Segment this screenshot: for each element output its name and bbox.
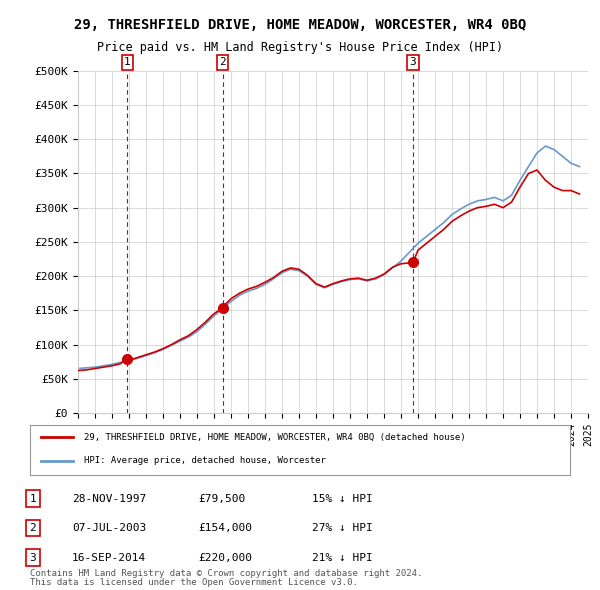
Text: This data is licensed under the Open Government Licence v3.0.: This data is licensed under the Open Gov… bbox=[30, 578, 358, 587]
Text: 2: 2 bbox=[29, 523, 37, 533]
Text: 15% ↓ HPI: 15% ↓ HPI bbox=[312, 494, 373, 503]
Text: HPI: Average price, detached house, Worcester: HPI: Average price, detached house, Worc… bbox=[84, 457, 326, 466]
Text: £220,000: £220,000 bbox=[198, 553, 252, 562]
Text: 29, THRESHFIELD DRIVE, HOME MEADOW, WORCESTER, WR4 0BQ (detached house): 29, THRESHFIELD DRIVE, HOME MEADOW, WORC… bbox=[84, 433, 466, 442]
Text: 1: 1 bbox=[29, 494, 37, 503]
Text: Contains HM Land Registry data © Crown copyright and database right 2024.: Contains HM Land Registry data © Crown c… bbox=[30, 569, 422, 578]
Text: 28-NOV-1997: 28-NOV-1997 bbox=[72, 494, 146, 503]
Text: 29, THRESHFIELD DRIVE, HOME MEADOW, WORCESTER, WR4 0BQ: 29, THRESHFIELD DRIVE, HOME MEADOW, WORC… bbox=[74, 18, 526, 32]
Text: Price paid vs. HM Land Registry's House Price Index (HPI): Price paid vs. HM Land Registry's House … bbox=[97, 41, 503, 54]
Text: 21% ↓ HPI: 21% ↓ HPI bbox=[312, 553, 373, 562]
Text: 27% ↓ HPI: 27% ↓ HPI bbox=[312, 523, 373, 533]
Text: 3: 3 bbox=[29, 553, 37, 562]
Text: 16-SEP-2014: 16-SEP-2014 bbox=[72, 553, 146, 562]
Text: 1: 1 bbox=[124, 57, 131, 67]
Text: £154,000: £154,000 bbox=[198, 523, 252, 533]
Text: 3: 3 bbox=[410, 57, 416, 67]
Text: £79,500: £79,500 bbox=[198, 494, 245, 503]
Text: 07-JUL-2003: 07-JUL-2003 bbox=[72, 523, 146, 533]
Text: 2: 2 bbox=[220, 57, 226, 67]
